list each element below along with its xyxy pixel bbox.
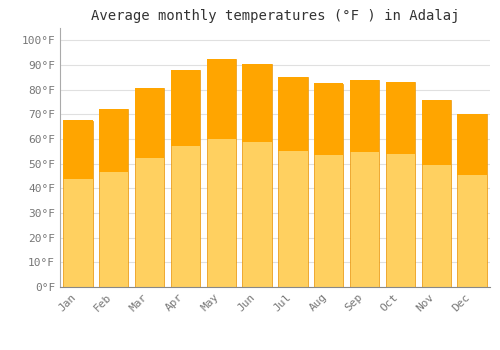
Bar <box>314 84 344 287</box>
Bar <box>314 84 344 155</box>
Bar <box>278 77 308 151</box>
Bar <box>242 64 272 287</box>
Bar <box>458 114 487 287</box>
Bar <box>99 110 128 287</box>
Bar <box>386 82 415 287</box>
Bar <box>63 120 92 179</box>
Bar <box>135 89 164 287</box>
Bar <box>206 59 236 139</box>
Bar <box>99 110 128 172</box>
Bar <box>206 59 236 287</box>
Title: Average monthly temperatures (°F ) in Adalaj: Average monthly temperatures (°F ) in Ad… <box>91 9 459 23</box>
Bar <box>422 99 451 287</box>
Bar <box>135 89 164 158</box>
Bar <box>170 70 200 287</box>
Bar <box>278 77 308 287</box>
Bar <box>422 99 451 165</box>
Bar <box>170 70 200 146</box>
Bar <box>242 64 272 142</box>
Bar <box>458 114 487 175</box>
Bar <box>63 120 92 287</box>
Bar <box>386 82 415 154</box>
Bar <box>350 80 380 287</box>
Bar <box>350 80 380 152</box>
